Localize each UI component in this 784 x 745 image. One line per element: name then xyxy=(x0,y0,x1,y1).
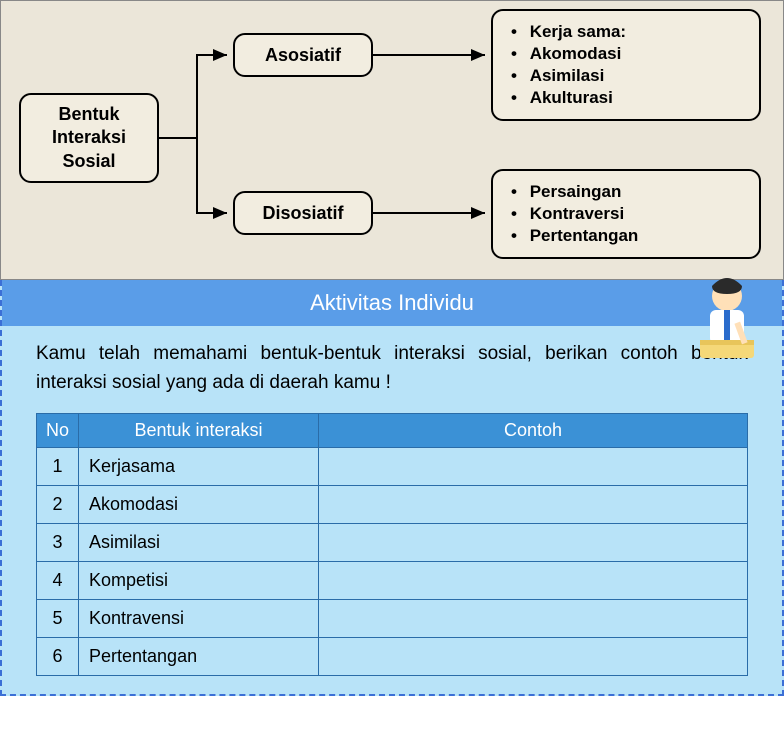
table-row: 2 Akomodasi xyxy=(37,486,748,524)
diagram-branch-label: Asosiatif xyxy=(265,45,341,66)
table-row: 3 Asimilasi xyxy=(37,524,748,562)
diagram-branch-disosiatif: Disosiatif xyxy=(233,191,373,235)
activity-body-text: Kamu telah memahami bentuk-bentuk intera… xyxy=(2,326,782,407)
diagram-leaf-disosiatif: Persaingan Kontraversi Pertentangan xyxy=(491,169,761,259)
diagram-root-label: Bentuk Interaksi Sosial xyxy=(35,103,143,173)
diagram-section: Bentuk Interaksi Sosial Asosiatif Disosi… xyxy=(0,0,784,280)
diagram-leaf-item: Kerja sama: xyxy=(511,21,741,43)
table-cell-bentuk: Kontravensi xyxy=(79,600,319,638)
table-cell-contoh[interactable] xyxy=(319,562,748,600)
diagram-leaf-asosiatif: Kerja sama: Akomodasi Asimilasi Akultura… xyxy=(491,9,761,121)
table-cell-no: 6 xyxy=(37,638,79,676)
diagram-leaf-item: Asimilasi xyxy=(511,65,741,87)
table-row: 5 Kontravensi xyxy=(37,600,748,638)
activity-title: Aktivitas Individu xyxy=(310,290,474,315)
table-cell-contoh[interactable] xyxy=(319,448,748,486)
table-header-bentuk: Bentuk interaksi xyxy=(79,414,319,448)
table-row: 1 Kerjasama xyxy=(37,448,748,486)
table-cell-contoh[interactable] xyxy=(319,524,748,562)
table-header-contoh: Contoh xyxy=(319,414,748,448)
table-cell-no: 4 xyxy=(37,562,79,600)
table-cell-contoh[interactable] xyxy=(319,638,748,676)
diagram-leaf-item: Akulturasi xyxy=(511,87,741,109)
table-row: 6 Pertentangan xyxy=(37,638,748,676)
diagram-leaf-item: Pertentangan xyxy=(511,225,741,247)
diagram-leaf-item: Akomodasi xyxy=(511,43,741,65)
table-cell-no: 2 xyxy=(37,486,79,524)
activity-section: Aktivitas Individu Kamu telah memahami b… xyxy=(0,280,784,696)
diagram-root-node: Bentuk Interaksi Sosial xyxy=(19,93,159,183)
diagram-branch-asosiatif: Asosiatif xyxy=(233,33,373,77)
activity-table: No Bentuk interaksi Contoh 1 Kerjasama 2… xyxy=(36,413,748,676)
table-cell-bentuk: Pertentangan xyxy=(79,638,319,676)
table-cell-no: 3 xyxy=(37,524,79,562)
table-cell-bentuk: Asimilasi xyxy=(79,524,319,562)
table-cell-contoh[interactable] xyxy=(319,486,748,524)
diagram-leaf-item: Kontraversi xyxy=(511,203,741,225)
mascot-icon xyxy=(682,274,772,364)
table-cell-no: 1 xyxy=(37,448,79,486)
table-cell-no: 5 xyxy=(37,600,79,638)
diagram-branch-label: Disosiatif xyxy=(262,203,343,224)
diagram-leaf-item: Persaingan xyxy=(511,181,741,203)
activity-header: Aktivitas Individu xyxy=(2,280,782,326)
table-cell-bentuk: Kompetisi xyxy=(79,562,319,600)
table-cell-contoh[interactable] xyxy=(319,600,748,638)
table-row: 4 Kompetisi xyxy=(37,562,748,600)
table-header-no: No xyxy=(37,414,79,448)
table-header-row: No Bentuk interaksi Contoh xyxy=(37,414,748,448)
table-cell-bentuk: Akomodasi xyxy=(79,486,319,524)
table-cell-bentuk: Kerjasama xyxy=(79,448,319,486)
